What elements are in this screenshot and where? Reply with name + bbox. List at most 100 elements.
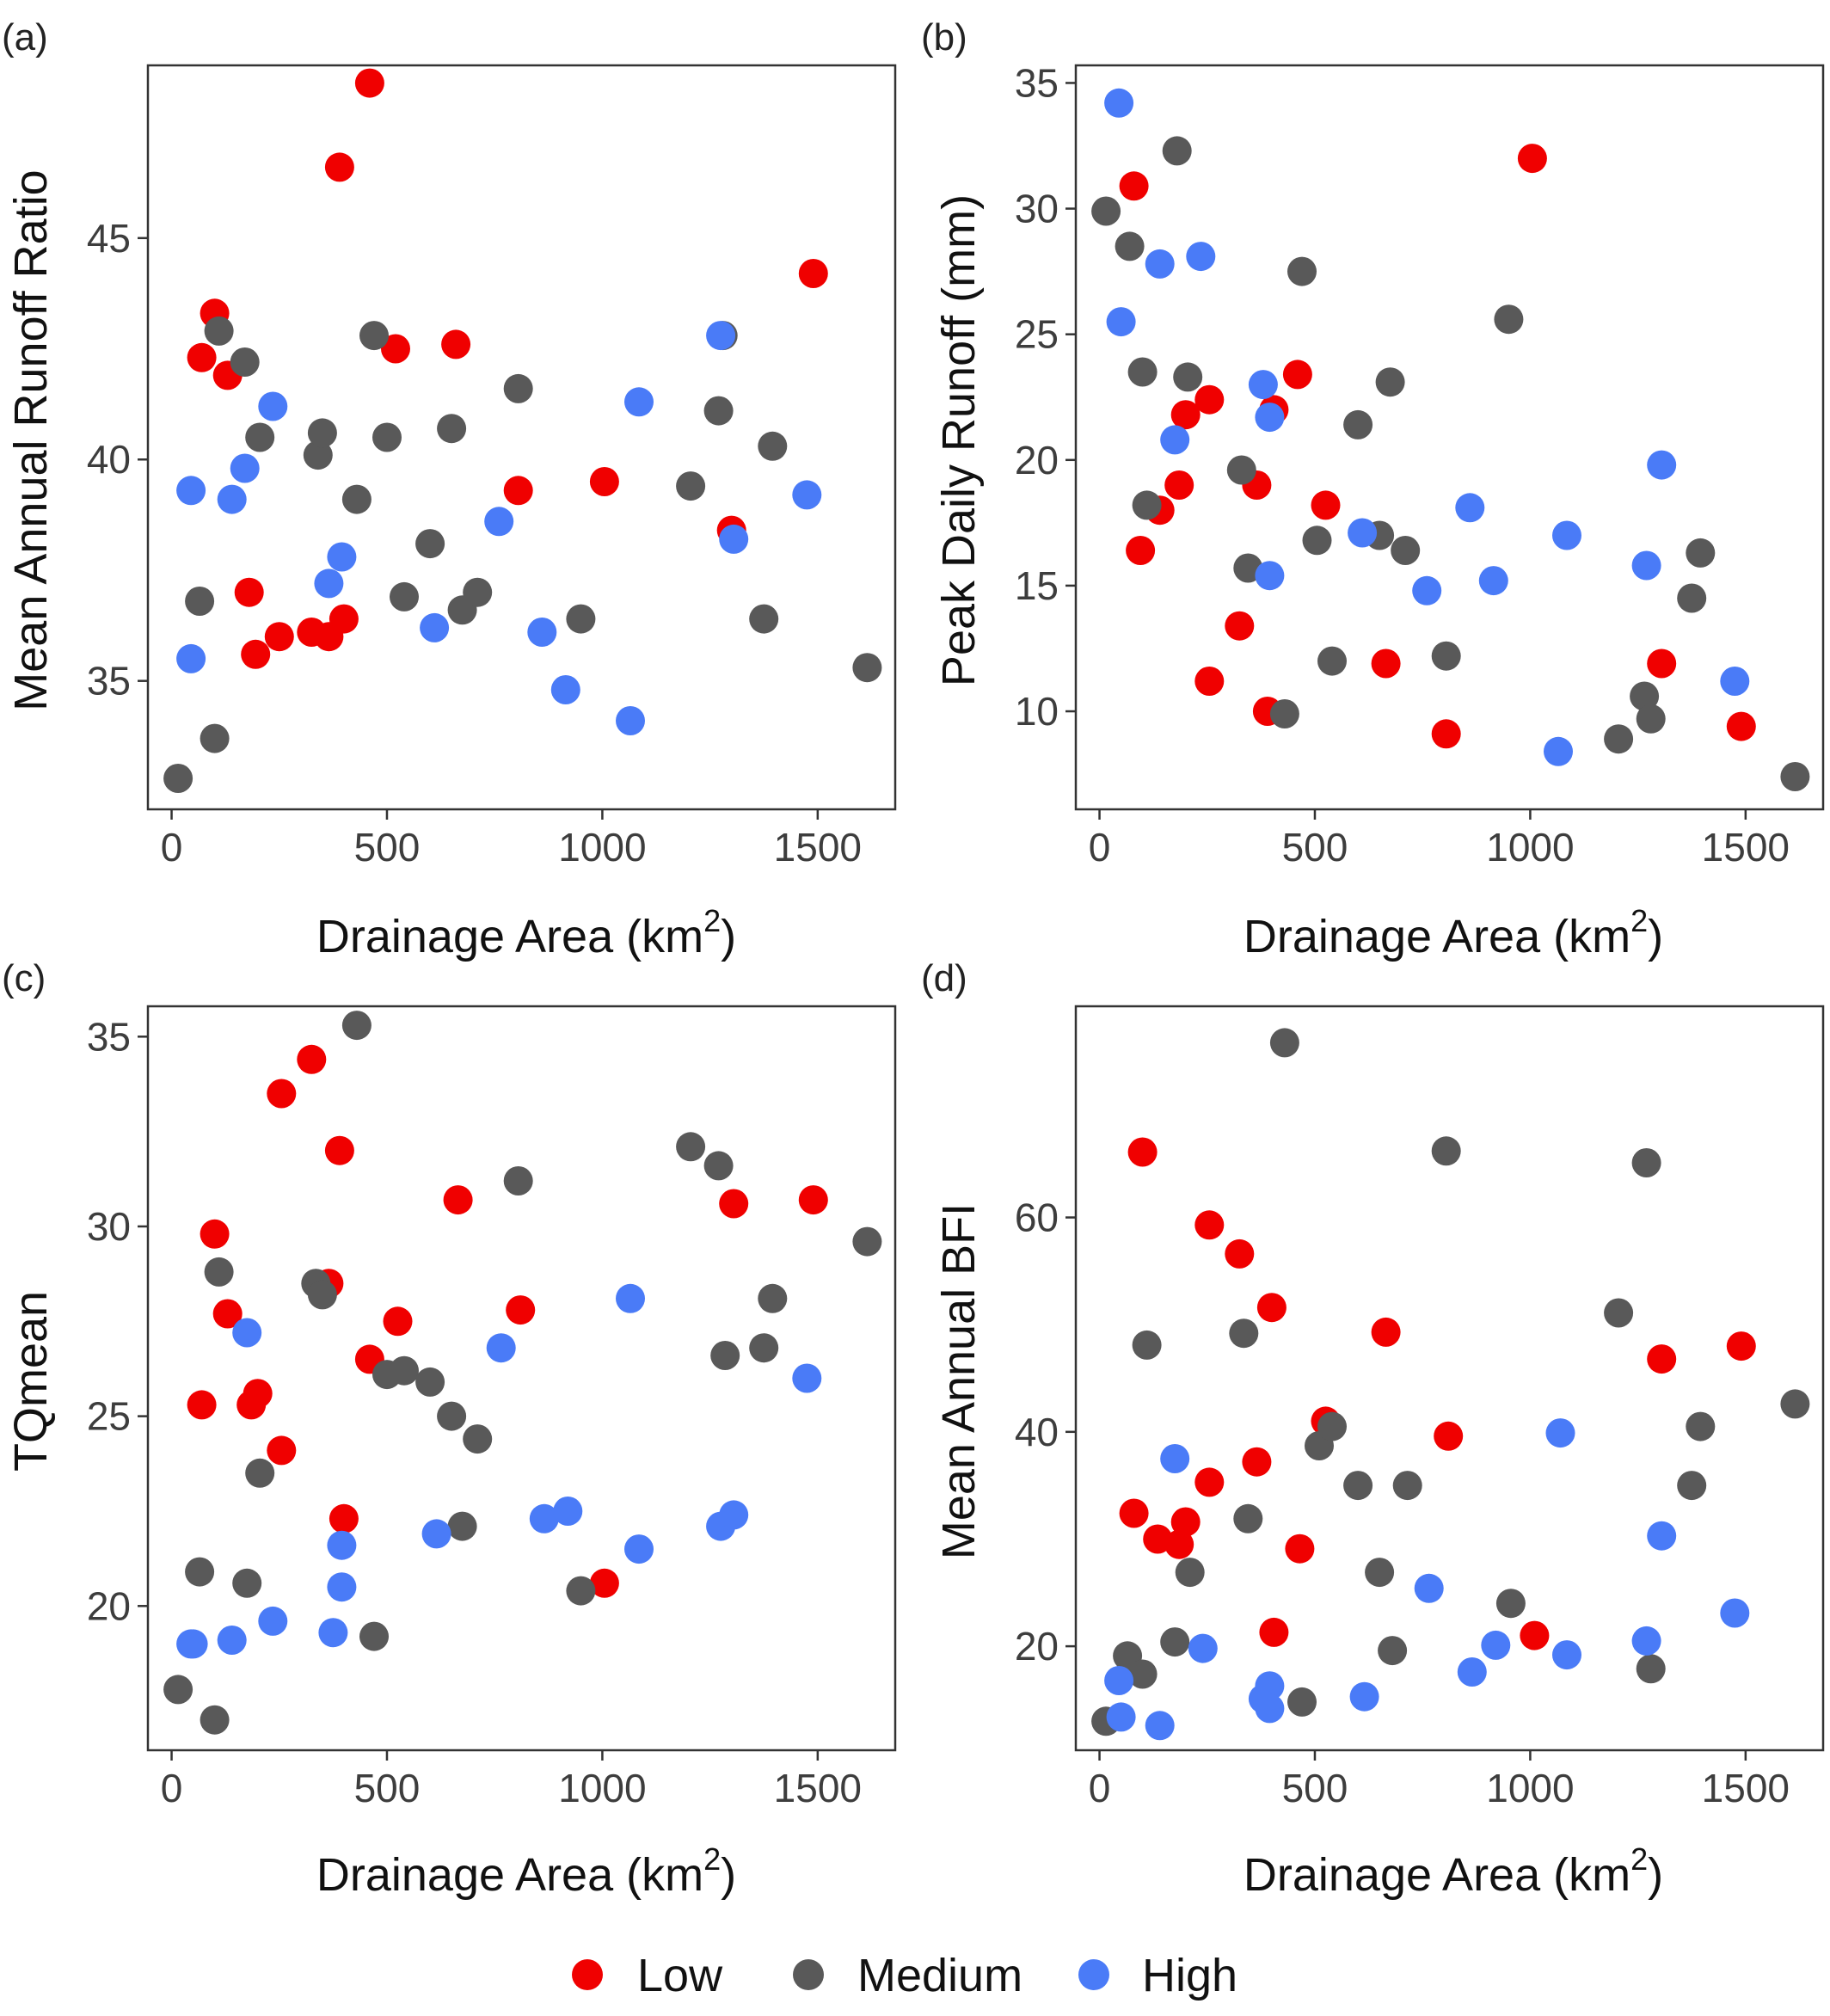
point-medium: [1686, 538, 1716, 568]
plot-frame: [146, 64, 897, 811]
y-axis-title: Mean Annual BFI: [933, 1203, 985, 1559]
point-low: [1164, 1529, 1194, 1559]
point-high: [258, 1606, 288, 1636]
point-medium: [303, 440, 333, 470]
point-medium: [1287, 256, 1317, 286]
point-high: [1145, 249, 1175, 279]
x-tick-label: 1500: [774, 1766, 862, 1810]
plot-frame: [146, 1005, 897, 1752]
point-medium: [1173, 362, 1203, 392]
y-tick-label: 45: [87, 216, 131, 261]
x-tick-label: 1000: [1486, 1766, 1574, 1810]
point-low: [589, 467, 619, 496]
point-medium: [204, 316, 234, 346]
point-high: [792, 1363, 822, 1393]
point-medium: [1343, 1471, 1373, 1501]
point-medium: [1269, 1028, 1299, 1058]
point-high: [1720, 667, 1750, 696]
y-tick-label: 40: [1015, 1410, 1059, 1454]
point-medium: [1677, 1471, 1707, 1501]
y-tick-label: 10: [1015, 689, 1059, 734]
point-medium: [163, 1675, 193, 1705]
point-high: [719, 524, 749, 554]
point-low: [1194, 667, 1225, 696]
point-high: [176, 643, 206, 673]
point-low: [187, 342, 217, 372]
point-high: [1545, 1418, 1575, 1448]
point-high: [1647, 450, 1677, 480]
point-high: [550, 675, 580, 704]
point-high: [1348, 518, 1378, 548]
point-low: [1285, 1534, 1315, 1564]
point-medium: [749, 604, 779, 634]
point-low: [1311, 490, 1341, 520]
point-medium: [185, 1557, 215, 1587]
point-medium: [204, 1257, 234, 1287]
y-tick-label: 35: [1015, 60, 1059, 105]
point-high: [217, 1626, 247, 1655]
x-tick-label: 500: [354, 1766, 421, 1810]
point-medium: [1636, 704, 1666, 734]
point-high: [1104, 88, 1134, 118]
point-high: [1255, 1671, 1285, 1701]
point-medium: [1431, 641, 1461, 671]
point-low: [506, 1295, 536, 1325]
point-low: [1256, 1293, 1287, 1323]
point-medium: [1378, 1636, 1408, 1666]
x-axis-title: Drainage Area (km2): [1244, 903, 1663, 962]
point-high: [1255, 561, 1285, 591]
y-axis-title: TQmean: [5, 1291, 57, 1472]
x-tick-label: 0: [161, 1766, 183, 1810]
point-high: [719, 1500, 749, 1530]
point-medium: [1160, 1627, 1190, 1657]
point-high: [1647, 1521, 1677, 1551]
point-high: [1720, 1598, 1750, 1628]
point-high: [258, 391, 288, 421]
point-low: [1259, 1617, 1289, 1647]
point-medium: [1317, 1411, 1347, 1441]
panel-label: (c): [2, 957, 46, 999]
panel-label: (a): [2, 16, 48, 58]
x-tick-label: 1500: [1702, 1766, 1790, 1810]
point-high: [327, 542, 357, 572]
point-high: [1160, 425, 1190, 455]
point-low: [1126, 536, 1156, 565]
point-low: [798, 259, 828, 288]
point-low: [297, 1044, 327, 1074]
x-axis-title: Drainage Area (km2): [316, 1841, 736, 1901]
panel-label: (d): [921, 957, 967, 999]
point-low: [324, 1135, 354, 1165]
point-medium: [390, 581, 419, 612]
data-points: [1091, 88, 1810, 791]
y-tick-label: 30: [1015, 187, 1059, 231]
x-tick-label: 0: [161, 825, 183, 870]
point-high: [1478, 566, 1508, 596]
point-medium: [1391, 536, 1421, 565]
point-low: [589, 1568, 619, 1598]
point-low: [1647, 1344, 1677, 1374]
point-high: [230, 453, 260, 483]
point-high: [484, 507, 514, 537]
point-medium: [232, 1568, 262, 1598]
point-low: [1225, 1238, 1255, 1269]
point-low: [1371, 1317, 1401, 1347]
point-high: [792, 480, 822, 510]
point-high: [420, 612, 450, 642]
legend-label-medium: Medium: [857, 1950, 1022, 2001]
point-high: [1160, 1444, 1190, 1473]
point-low: [1164, 470, 1194, 500]
point-high: [1631, 550, 1661, 581]
point-medium: [1636, 1654, 1666, 1684]
point-medium: [390, 1355, 419, 1386]
point-low: [187, 1390, 217, 1420]
panel-d: (d) Mean Annual BFI Drainage Area (km2) …: [921, 957, 1825, 1901]
point-medium: [372, 422, 402, 452]
point-medium: [1233, 1503, 1263, 1534]
y-tick-label: 30: [87, 1204, 131, 1249]
y-tick-label: 20: [1015, 438, 1059, 482]
legend-marker-high: [1078, 1959, 1109, 1990]
x-tick-label: 1500: [774, 825, 862, 870]
point-medium: [1229, 1318, 1259, 1349]
point-high: [1544, 736, 1573, 766]
